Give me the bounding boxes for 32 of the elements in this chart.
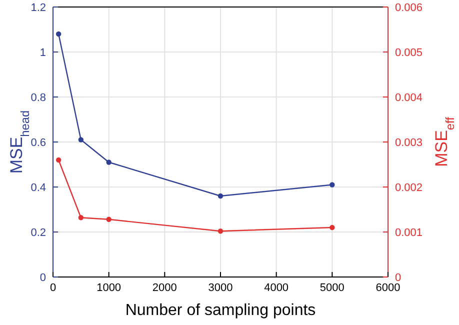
y-tick-label: 1.2 — [30, 2, 46, 14]
point — [106, 216, 112, 222]
y-tick-label: 0.2 — [30, 227, 46, 239]
y2-tick-label: 0.005 — [395, 47, 423, 59]
y-tick-label: 0 — [40, 272, 46, 284]
x-tick-label: 4000 — [264, 282, 289, 294]
y2-tick-label: 0 — [395, 272, 402, 284]
y-tick-label: 0.4 — [30, 182, 46, 194]
point — [56, 157, 62, 163]
y2-tick-label: 0.003 — [395, 137, 423, 149]
x-tick-label: 1000 — [96, 282, 122, 294]
x-tick-label: 6000 — [376, 282, 400, 294]
x-tick-label: 0 — [50, 282, 56, 294]
y2-tick-label: 0.006 — [395, 2, 423, 14]
point — [330, 224, 335, 230]
y-tick-label: 1 — [40, 47, 46, 59]
point — [78, 215, 84, 220]
x-tick-label: 3000 — [208, 282, 233, 294]
point — [106, 160, 112, 165]
y-tick-label: 0.6 — [30, 137, 46, 149]
point — [218, 193, 224, 199]
y2-tick-label: 0.004 — [395, 92, 423, 104]
point — [78, 137, 84, 142]
y-tick-label: 0.8 — [30, 92, 46, 104]
point — [218, 228, 224, 234]
x-axis-title: Number of sampling points — [125, 302, 316, 319]
y2-tick-label: 0.002 — [395, 182, 423, 194]
x-tick-label: 2000 — [152, 282, 177, 294]
x-tick-label: 5000 — [320, 282, 344, 294]
y2-tick-label: 0.001 — [395, 227, 423, 239]
point — [56, 31, 62, 37]
point — [330, 182, 335, 188]
